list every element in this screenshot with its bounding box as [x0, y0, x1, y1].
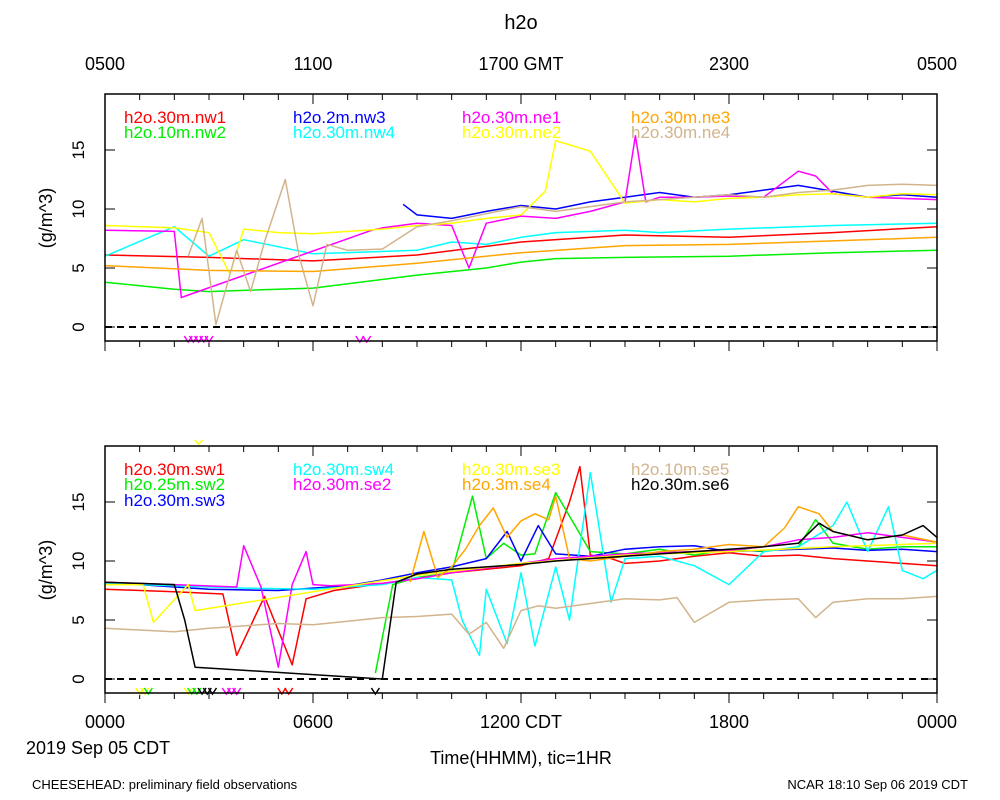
footer-left: CHEESEHEAD: preliminary field observatio… [32, 777, 298, 792]
legend-ne2: h2o.30m.ne2 [462, 123, 561, 142]
legend-nw4: h2o.30m.nw4 [293, 123, 395, 142]
series-line-h2o-30m-se3 [105, 542, 938, 624]
flag-marker [370, 687, 381, 696]
legend-ne1: h2o.30m.ne1 [462, 108, 561, 127]
series-line-h2o-30m-ne2 [104, 139, 938, 275]
legend-se5: h2o.10m.se5 [631, 460, 729, 479]
legend-se3: h2o.30m.se3 [462, 460, 560, 479]
bottom-flag-markers [135, 439, 381, 696]
series-line-h2o-30m-sw4 [104, 471, 938, 657]
top-panel: h2o 0500 1100 1700 GMT 2300 0500 (g/m^3)… [36, 12, 957, 351]
series-line-h2o-30m-sw3 [104, 524, 938, 592]
top-flag-markers [183, 335, 372, 344]
flag-marker [277, 687, 287, 696]
flag-marker [140, 687, 150, 696]
series-line-h2o-25m-sw2 [374, 491, 937, 674]
legend-se6: h2o.30m.se6 [631, 475, 729, 494]
legend-nw2: h2o.10m.nw2 [124, 123, 226, 142]
bottom-ytick-5: 5 [69, 615, 88, 624]
flag-marker [284, 687, 294, 696]
legend-ne4: h2o.30m.ne4 [631, 123, 730, 142]
legend-sw2: h2o.25m.sw2 [124, 475, 225, 494]
legend-sw3: h2o.30m.sw3 [124, 491, 225, 510]
bottom-series-lines [104, 465, 938, 680]
legend-se2: h2o.30m.se2 [293, 475, 391, 494]
series-line-h2o-30m-sw1 [104, 465, 938, 666]
footer-right: NCAR 18:10 Sep 06 2019 CDT [787, 777, 968, 792]
bottom-ylabel: (g/m^3) [36, 540, 56, 600]
flag-marker [143, 687, 153, 696]
series-line-h2o-30m-ne1 [104, 135, 938, 299]
series-line-h2o-2m-nw3 [402, 184, 938, 220]
top-tick-0: 0500 [85, 54, 125, 74]
top-tick-4: 0500 [917, 54, 957, 74]
bottom-plot-frame [104, 445, 938, 694]
legend-nw3: h2o.2m.nw3 [293, 108, 386, 127]
top-legend: h2o.30m.nw1 h2o.10m.nw2 h2o.2m.nw3 h2o.3… [124, 108, 730, 142]
series-line-h2o-30m-se2 [104, 531, 938, 668]
top-ylabel: (g/m^3) [36, 188, 56, 248]
bottom-xtick-3: 1800 [709, 712, 749, 732]
legend-sw4: h2o.30m.sw4 [293, 460, 394, 479]
legend-sw1: h2o.30m.sw1 [124, 460, 225, 479]
bottom-legend: h2o.30m.sw1 h2o.25m.sw2 h2o.30m.sw3 h2o.… [124, 460, 729, 510]
bottom-panel: (g/m^3) 0 5 10 15 h2o.30m.sw1 h2o.25m.sw… [26, 439, 957, 768]
flag-marker [355, 335, 365, 344]
top-ytick-0: 0 [69, 322, 88, 331]
top-panel-title: h2o [504, 12, 537, 34]
top-ytick-10: 10 [69, 200, 88, 219]
top-plot-frame [104, 93, 938, 342]
top-tick-2: 1700 GMT [478, 54, 563, 74]
series-line-h2o-30m-se6 [104, 522, 938, 680]
top-tick-3: 2300 [709, 54, 749, 74]
top-ytick-5: 5 [69, 263, 88, 272]
series-line-h2o-30m-nw4 [104, 222, 938, 257]
flag-marker [362, 335, 372, 344]
bottom-xtick-1: 0600 [293, 712, 333, 732]
legend-ne3: h2o.30m.ne3 [631, 108, 730, 127]
flag-marker [232, 687, 242, 696]
bottom-ytick-15: 15 [69, 493, 88, 512]
bottom-ytick-10: 10 [69, 552, 88, 571]
top-ytick-15: 15 [69, 141, 88, 160]
x-axis-label: Time(HHMM), tic=1HR [430, 748, 612, 768]
top-tick-1: 1100 [294, 54, 333, 74]
bottom-axis-ticks [104, 446, 938, 703]
series-line-h2o-30m-nw1 [104, 225, 938, 262]
flag-marker [207, 687, 218, 696]
date-label: 2019 Sep 05 CDT [26, 738, 170, 758]
bottom-xtick-2: 1200 CDT [480, 712, 562, 732]
bottom-ytick-0: 0 [69, 674, 88, 683]
series-line-h2o-30m-ne4 [187, 178, 938, 326]
flag-marker [204, 335, 214, 344]
top-series-lines [104, 135, 938, 326]
bottom-xtick-0: 0000 [85, 712, 125, 732]
bottom-xtick-4: 0000 [917, 712, 957, 732]
series-line-h2o-10m-se5 [104, 595, 938, 650]
legend-nw1: h2o.30m.nw1 [124, 108, 226, 127]
flag-marker [194, 439, 204, 446]
flag-marker [183, 687, 193, 696]
legend-se4: h2o.3m.se4 [462, 475, 551, 494]
